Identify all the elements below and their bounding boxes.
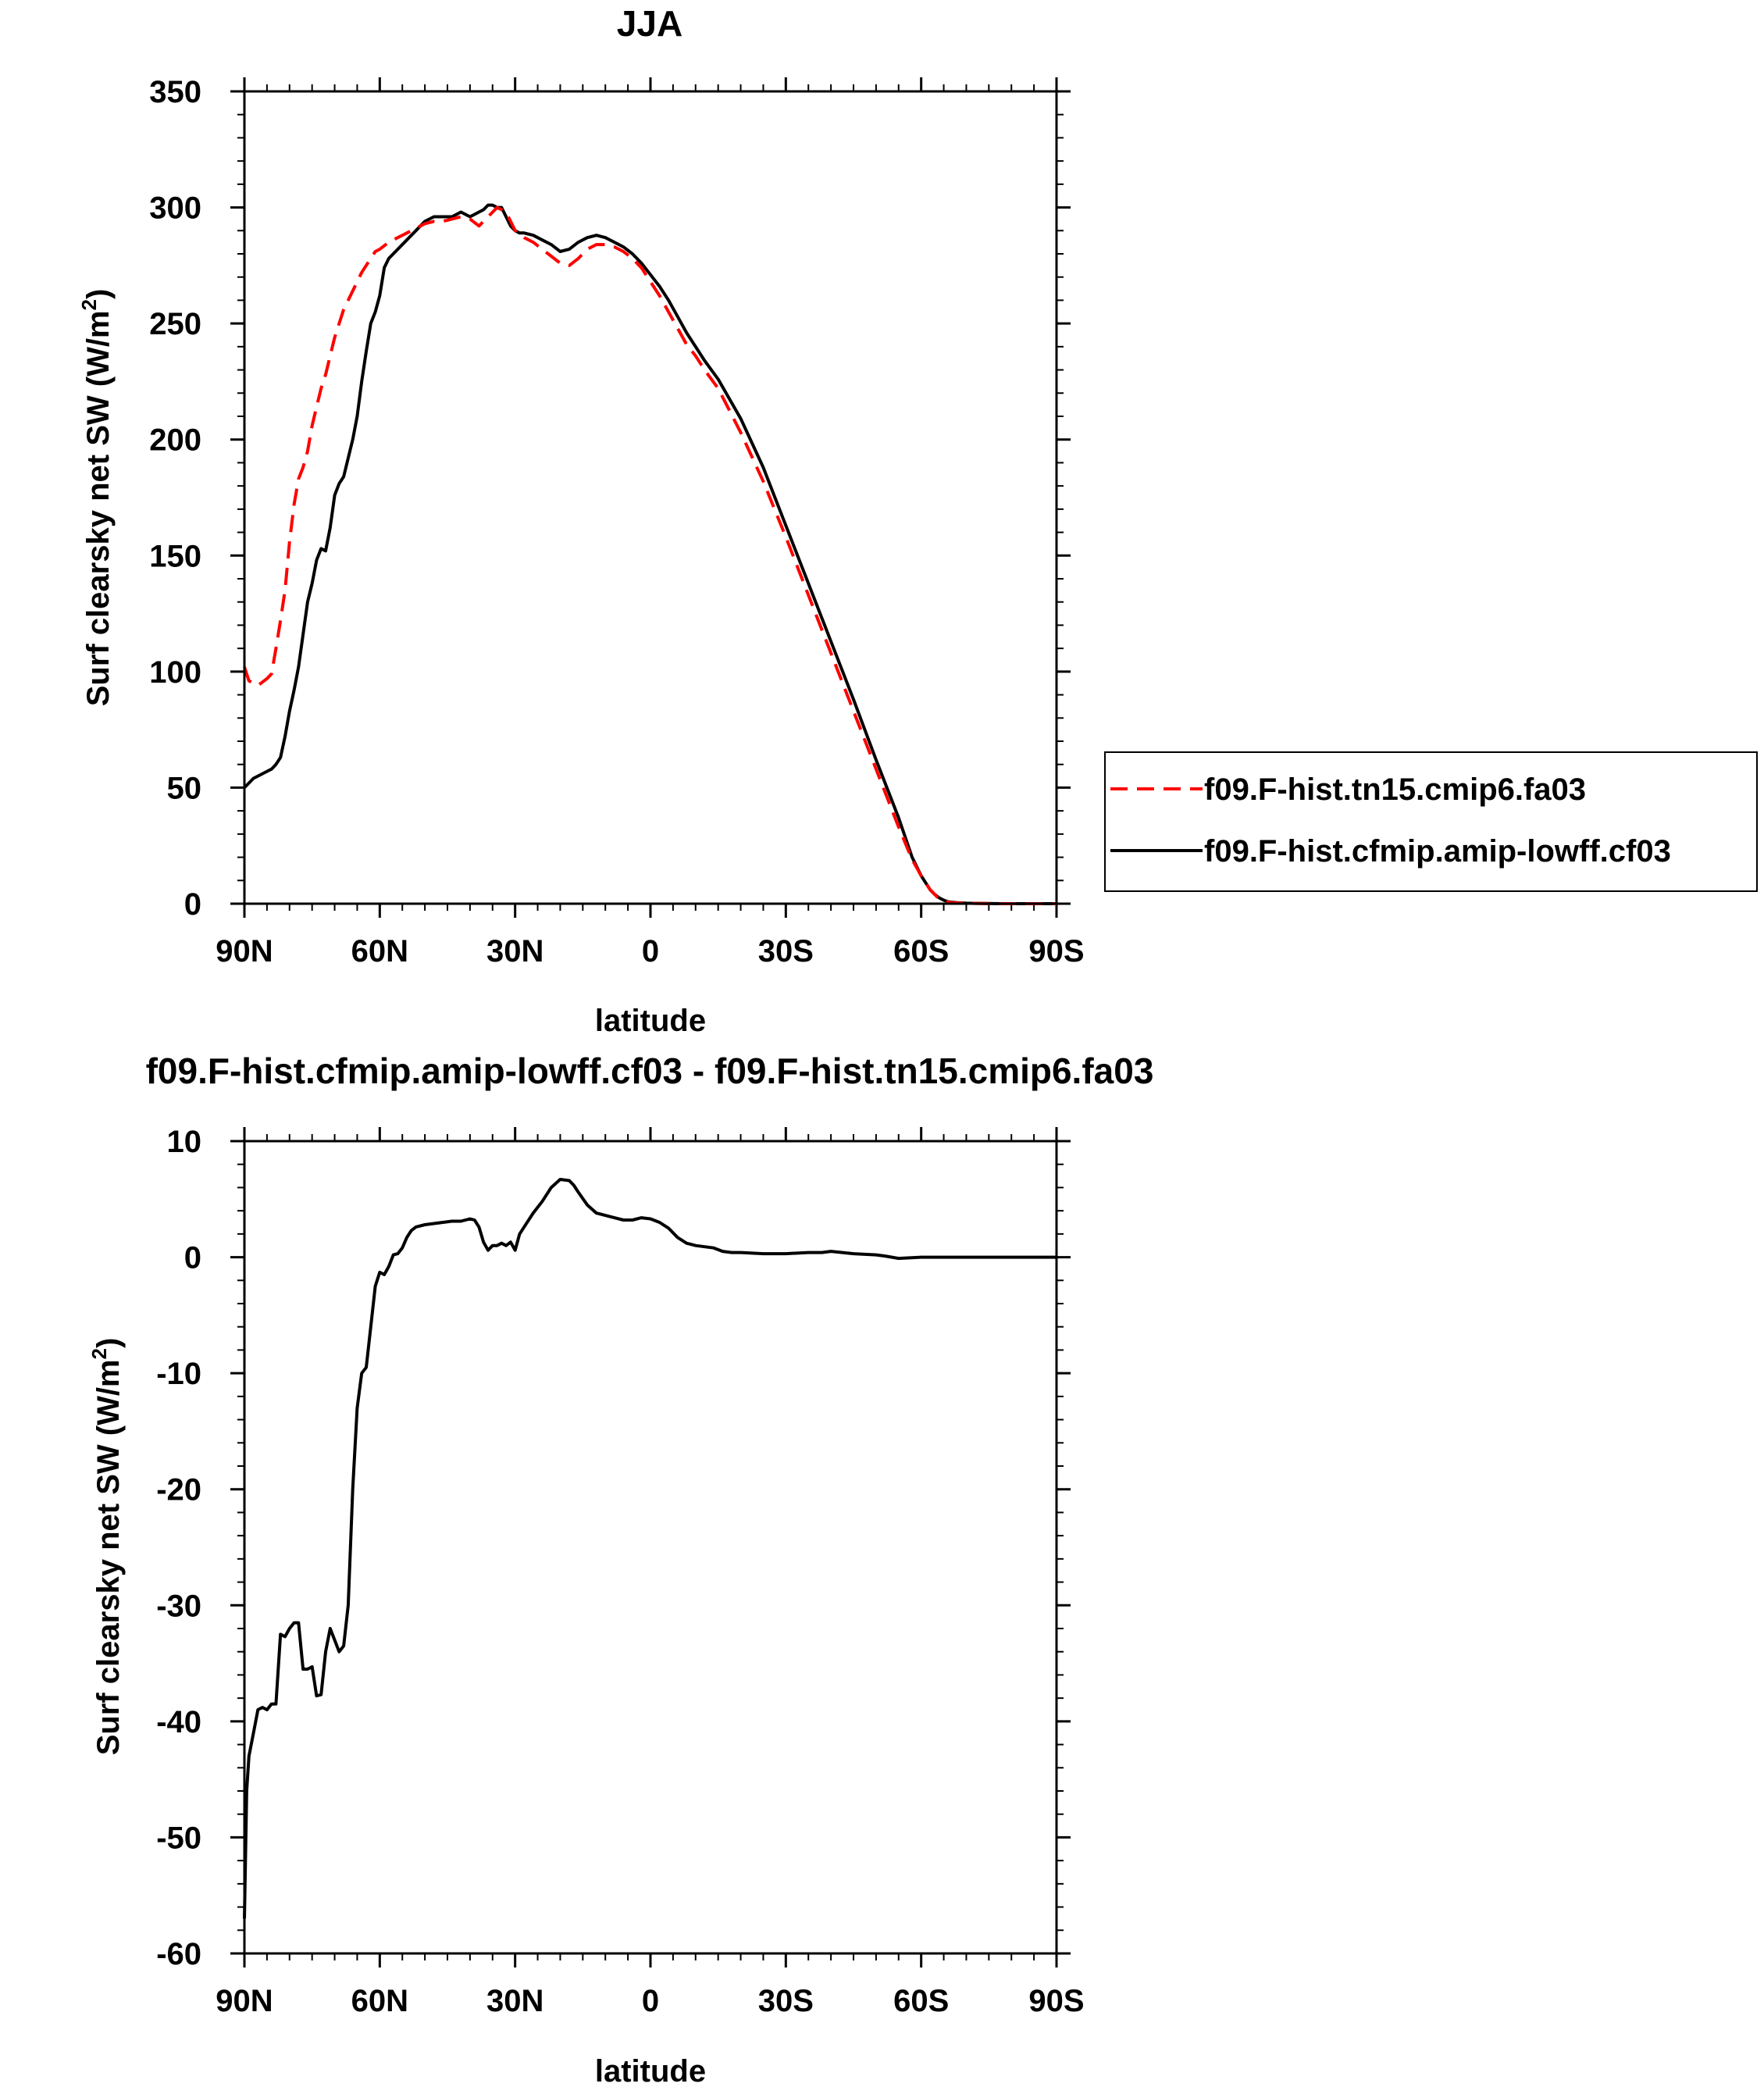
bottom-panel: f09.F-hist.cfmip.amip-lowff.cf03 - f09.F… — [87, 1051, 1153, 2087]
top-y-tick-label: 350 — [149, 75, 201, 109]
top-x-tick-label: 60N — [351, 934, 408, 969]
legend-label-fa03: f09.F-hist.tn15.cmip6.fa03 — [1204, 772, 1586, 807]
bottom-chart-title: f09.F-hist.cfmip.amip-lowff.cf03 - f09.F… — [146, 1051, 1154, 1091]
bottom-y-tick-label: -40 — [156, 1705, 201, 1739]
bottom-x-tick-label: 90S — [1028, 1984, 1084, 2018]
top-panel: JJA 0 50 100 150 200 250 300 350 90N 60N 30N 0 30S 6… — [77, 3, 1758, 1038]
top-y-tick-label: 0 — [184, 887, 201, 922]
bottom-axis-ticks — [230, 1127, 1071, 1967]
bottom-y-tick-label: 10 — [167, 1125, 202, 1159]
bottom-x-tick-label: 90N — [216, 1984, 273, 2018]
top-x-tick-label: 90S — [1028, 934, 1084, 969]
top-y-tick-labels: 0 50 100 150 200 250 300 350 — [149, 75, 201, 922]
top-series-line-cf03 — [243, 203, 1057, 905]
top-y-axis-label: Surf clearsky net SW (W/m2) — [77, 289, 116, 707]
bottom-y-tick-label: 0 — [184, 1241, 201, 1275]
top-y-tick-label: 250 — [149, 307, 201, 341]
bottom-y-tick-label: -10 — [156, 1357, 201, 1391]
top-series-group — [243, 203, 1057, 905]
legend: f09.F-hist.tn15.cmip6.fa03 f09.F-hist.cf… — [1104, 751, 1758, 892]
top-chart-title: JJA — [617, 3, 682, 44]
bottom-y-axis-label: Surf clearsky net SW (W/m2) — [87, 1338, 126, 1756]
bottom-x-tick-label: 30S — [758, 1984, 814, 2018]
top-x-tick-label: 0 — [642, 934, 659, 969]
top-x-tick-label: 60S — [893, 934, 949, 969]
top-x-tick-label: 30N — [486, 934, 543, 969]
legend-label-cf03: f09.F-hist.cfmip.amip-lowff.cf03 — [1204, 834, 1671, 869]
top-x-tick-label: 90N — [216, 934, 273, 969]
bottom-y-tick-labels: 10 0 -10 -20 -30 -40 -50 -60 — [156, 1125, 201, 1971]
bottom-x-tick-labels: 90N 60N 30N 0 30S 60S 90S — [216, 1984, 1084, 2018]
top-y-tick-label: 50 — [167, 771, 202, 805]
bottom-plot-frame — [243, 1140, 1058, 1955]
top-x-tick-label: 30S — [758, 934, 814, 969]
top-y-tick-label: 300 — [149, 191, 201, 226]
bottom-x-tick-label: 60N — [351, 1984, 408, 2018]
top-x-tick-labels: 90N 60N 30N 0 30S 60S 90S — [216, 934, 1084, 969]
bottom-y-tick-label: -20 — [156, 1473, 201, 1507]
top-y-tick-label: 100 — [149, 655, 201, 690]
bottom-series-group — [243, 1178, 1057, 1919]
top-axis-ticks — [230, 77, 1071, 918]
bottom-x-tick-label: 30N — [486, 1984, 543, 2018]
bottom-y-tick-label: -60 — [156, 1937, 201, 1971]
top-x-axis-label: latitude — [595, 1004, 706, 1038]
bottom-y-tick-label: -30 — [156, 1589, 201, 1623]
bottom-x-tick-label: 60S — [893, 1984, 949, 2018]
bottom-series-line-cf03 — [243, 1178, 1057, 1919]
bottom-x-tick-label: 0 — [642, 1984, 659, 2018]
top-y-tick-label: 150 — [149, 539, 201, 573]
top-plot-frame — [243, 90, 1058, 905]
bottom-y-tick-label: -50 — [156, 1821, 201, 1855]
top-series-line-fa03 — [243, 205, 1057, 905]
legend-box — [1104, 751, 1758, 892]
top-y-tick-label: 200 — [149, 423, 201, 458]
bottom-x-axis-label: latitude — [595, 2054, 706, 2087]
